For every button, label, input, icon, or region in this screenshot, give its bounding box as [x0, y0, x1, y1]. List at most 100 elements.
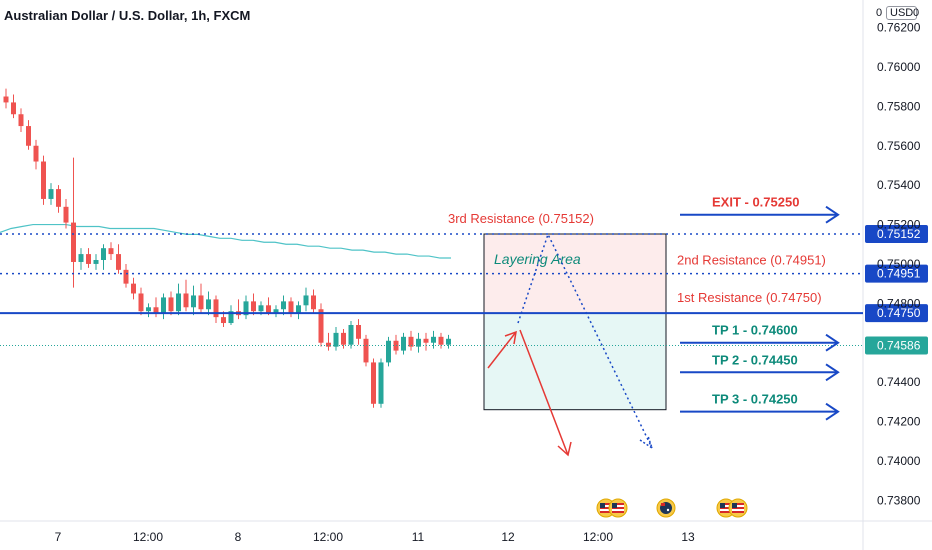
candle-body: [423, 338, 429, 343]
trade-annotations: EXIT - 0.75250 TP 1 - 0.74600 TP 2 - 0.744…: [487, 195, 840, 457]
time-axis[interactable]: 7 12:00 8 12:00 11 12 12:00 13: [55, 530, 695, 544]
candle-body: [416, 338, 421, 347]
axis-top-fragment-left: 0: [876, 7, 883, 19]
layering-area-label: Layering Area: [494, 251, 581, 267]
tp2-label: TP 2 - 0.74450: [712, 352, 798, 367]
candle-body: [243, 301, 249, 316]
x-tick-label: 12: [501, 530, 515, 544]
candle-body: [56, 189, 61, 207]
candle-body: [18, 114, 24, 127]
candle-body: [311, 295, 316, 310]
candle-body: [296, 305, 301, 314]
flag-canton: [600, 503, 605, 508]
y-tick-label: 0.74200: [877, 415, 921, 429]
flag-canton: [732, 503, 737, 508]
candle-body: [26, 126, 31, 146]
y-tick-label: 0.75200: [877, 218, 921, 232]
x-tick-label: 13: [681, 530, 695, 544]
r2-label: 2nd Resistance (0.74951): [677, 253, 826, 268]
currency-button[interactable]: USD: [886, 6, 918, 20]
layering-zone-lower: [484, 313, 666, 410]
candle-body: [303, 295, 309, 306]
candle-body: [251, 301, 256, 312]
flag-stripe: [600, 507, 612, 509]
candle-body: [438, 336, 444, 345]
axis-top-fragment-right: 0: [913, 7, 920, 19]
candle-body: [41, 161, 46, 199]
candle-body: [333, 332, 339, 347]
candle-body: [146, 307, 151, 312]
candle-body: [206, 299, 211, 310]
economic-events[interactable]: [596, 498, 748, 518]
x-tick-label: 11: [412, 530, 425, 544]
y-tick-label: 0.74000: [877, 454, 921, 468]
candle-body: [131, 283, 136, 294]
r3-axis-label-bg: [865, 225, 928, 243]
candle-body: [11, 102, 16, 115]
y-tick-label: 0.75600: [877, 139, 921, 153]
price-levels: 0.75152 0.74951 0.74750 0.74586 3rd Resistan…: [0, 211, 928, 355]
tp3-arrowhead: [825, 402, 840, 421]
exit-arrowhead: [825, 205, 840, 224]
r1-axis-label-bg: [865, 304, 928, 323]
x-tick-label: 12:00: [133, 530, 163, 544]
moving-average: [0, 223, 451, 259]
candle-body: [288, 301, 294, 314]
flag-stripe: [600, 503, 612, 505]
flag-stripe: [732, 503, 744, 505]
tp3-label: TP 3 - 0.74250: [712, 392, 798, 407]
candle-body: [191, 295, 196, 308]
x-tick-label: 7: [55, 530, 62, 544]
trade-up-arrow: [487, 331, 517, 369]
r2-axis-label-bg: [865, 264, 928, 283]
candle-body: [326, 342, 331, 347]
trade-down-arrow: [519, 329, 569, 456]
candle-body: [228, 311, 234, 324]
flag-stripe: [720, 507, 732, 509]
x-tick-label: 12:00: [313, 530, 343, 544]
candle-body: [108, 248, 114, 255]
flag-stripe: [612, 507, 624, 509]
y-tick-label: 0.75000: [877, 257, 921, 271]
y-tick-label: 0.76000: [877, 60, 921, 74]
flag-stripe: [732, 511, 744, 513]
y-tick-label: 0.74800: [877, 296, 921, 310]
candle-body: [401, 336, 406, 351]
y-tick-label: 0.75400: [877, 178, 921, 192]
candle-body: [176, 293, 181, 312]
flag-stripe: [720, 503, 732, 505]
candle-body: [33, 145, 39, 162]
candle-body: [116, 254, 121, 270]
us-flag-icon: [728, 498, 748, 518]
candle-body: [348, 325, 354, 345]
candle-body: [161, 297, 166, 314]
candle-body: [266, 305, 271, 314]
candle-body: [3, 96, 9, 103]
flag-star: [666, 508, 670, 512]
candlesticks: [3, 88, 451, 408]
y-tick-label: 0.74400: [877, 375, 921, 389]
candle-body: [63, 206, 69, 223]
projection-arrowhead: [639, 435, 654, 450]
candle-body: [123, 269, 129, 284]
candle-body: [153, 307, 159, 314]
candle-body: [198, 295, 204, 310]
candle-body: [386, 340, 391, 363]
r1-axis-label: 0.74750: [877, 306, 921, 320]
candle-body: [431, 336, 436, 343]
candle-body: [281, 301, 286, 310]
projection-path: [517, 232, 653, 449]
exit-label: EXIT - 0.75250: [712, 195, 799, 210]
candle-body: [258, 305, 264, 312]
price-axis[interactable]: 0.76200 0.76000 0.75800 0.75600 0.75400 0.752…: [877, 21, 921, 508]
flag-stripe: [612, 511, 624, 513]
flag-stripe: [720, 511, 732, 513]
candle-body: [138, 293, 144, 312]
candle-body: [446, 338, 451, 345]
candle-body: [341, 332, 346, 345]
y-tick-label: 0.75800: [877, 99, 921, 113]
flag-canton: [720, 503, 725, 508]
tp1-arrowhead: [825, 333, 840, 352]
candle-body: [78, 254, 84, 262]
